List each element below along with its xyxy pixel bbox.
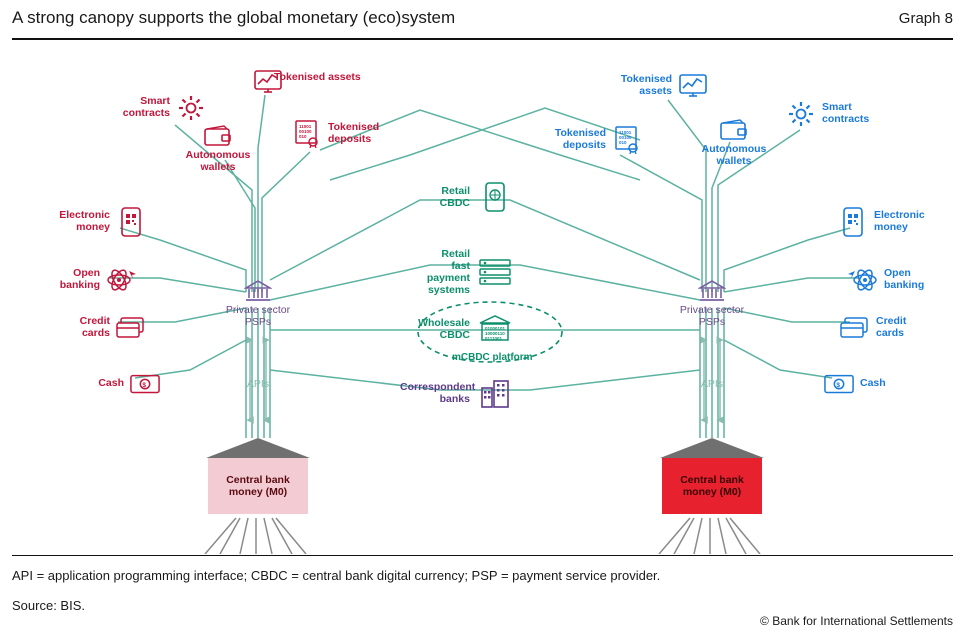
wallet-icon (719, 116, 749, 144)
source-line: Source: BIS. (12, 598, 85, 613)
psp-right-label: Private sectorPSPs (680, 304, 744, 328)
psp-left-label: Private sectorPSPs (226, 304, 290, 328)
cbank-right: Central bankmoney (M0) (662, 438, 762, 514)
rule-bottom (12, 555, 953, 556)
apis-left: APIs (238, 378, 278, 390)
leaf-left-tokenised-deposits: 1100100100010 Tokeniseddeposits (292, 120, 422, 148)
leaf-left-open-banking: Openbanking (6, 266, 136, 294)
wallet-icon (203, 122, 233, 150)
graph-number: Graph 8 (899, 10, 953, 27)
bank-icon (698, 280, 726, 302)
cbank-roof-icon (660, 438, 764, 458)
center-retail-cbdc: RetailCBDC (400, 182, 570, 212)
buildings-icon (478, 378, 512, 408)
copyright: © Bank for International Settlements (760, 614, 953, 628)
center-correspondent-banks: Correspondentbanks (400, 378, 570, 408)
center-rfps: Retailfastpaymentsystems (400, 248, 570, 296)
leaf-left-credit-cards: Creditcards (16, 314, 146, 342)
cbank-roof-icon (206, 438, 310, 458)
cbank-right-label: Central bankmoney (M0) (680, 474, 744, 498)
leaf-left-cash: $ Cash (30, 370, 160, 398)
figure-frame: A strong canopy supports the global mone… (0, 0, 965, 633)
binary-cert-icon: 1100100100010 (292, 120, 322, 148)
mcbdc-platform-label: mCBDC platform (452, 352, 533, 363)
svg-text:$: $ (836, 382, 840, 389)
gear-icon (786, 100, 816, 128)
phone-qr-icon (116, 208, 146, 236)
phone-qr-icon (838, 208, 868, 236)
svg-text:010: 010 (619, 140, 627, 145)
title-bar: A strong canopy supports the global mone… (12, 8, 953, 28)
cash-icon: $ (824, 370, 854, 398)
cbank-left-label: Central bankmoney (M0) (226, 474, 290, 498)
leaf-right-open-banking: Openbanking (848, 266, 965, 294)
leaf-right-tokenised-assets: Tokenisedassets (578, 72, 708, 100)
psp-right: Private sectorPSPs (677, 280, 747, 328)
leaf-right-autonomous-wallets: Autonomouswallets (694, 116, 774, 167)
bank-icon (244, 280, 272, 302)
psp-left: Private sectorPSPs (223, 280, 293, 328)
center-wholesale-cbdc: WholesaleCBDC 01000101100001100111001 (400, 314, 570, 344)
server-stack-icon (478, 257, 512, 287)
gear-icon (176, 94, 206, 122)
leaf-left-electronic-money: Electronicmoney (16, 208, 146, 236)
figure-title: A strong canopy supports the global mone… (12, 8, 455, 28)
chart-screen-icon (678, 72, 708, 100)
svg-text:010: 010 (299, 134, 307, 139)
cash-icon: $ (130, 370, 160, 398)
bank-binary-icon: 01000101100001100111001 (478, 314, 512, 344)
cbank-left: Central bankmoney (M0) (208, 438, 308, 514)
atom-cursor-icon (848, 266, 878, 294)
cards-icon (116, 314, 146, 342)
cards-icon (840, 314, 870, 342)
svg-text:0111001: 0111001 (485, 336, 503, 341)
leaf-left-autonomous-wallets: Autonomouswallets (178, 122, 258, 173)
leaf-right-tokenised-deposits: 1100100100010 Tokeniseddeposits (512, 126, 642, 154)
phone-lines-icon (478, 182, 512, 212)
leaf-right-credit-cards: Creditcards (840, 314, 965, 342)
binary-cert-icon: 1100100100010 (612, 126, 642, 154)
atom-cursor-icon (106, 266, 136, 294)
svg-text:$: $ (142, 382, 146, 389)
apis-right: APIs (692, 378, 732, 390)
leaf-left-smart-contracts: Smartcontracts (76, 94, 206, 122)
leaf-right-smart-contracts: Smartcontracts (786, 100, 916, 128)
leaf-right-electronic-money: Electronicmoney (838, 208, 965, 236)
leaf-right-cash: $ Cash (824, 370, 954, 398)
footnote: API = application programming interface;… (12, 568, 953, 583)
leaf-left-tokenised-assets-label: Tokenised assets (274, 72, 374, 84)
